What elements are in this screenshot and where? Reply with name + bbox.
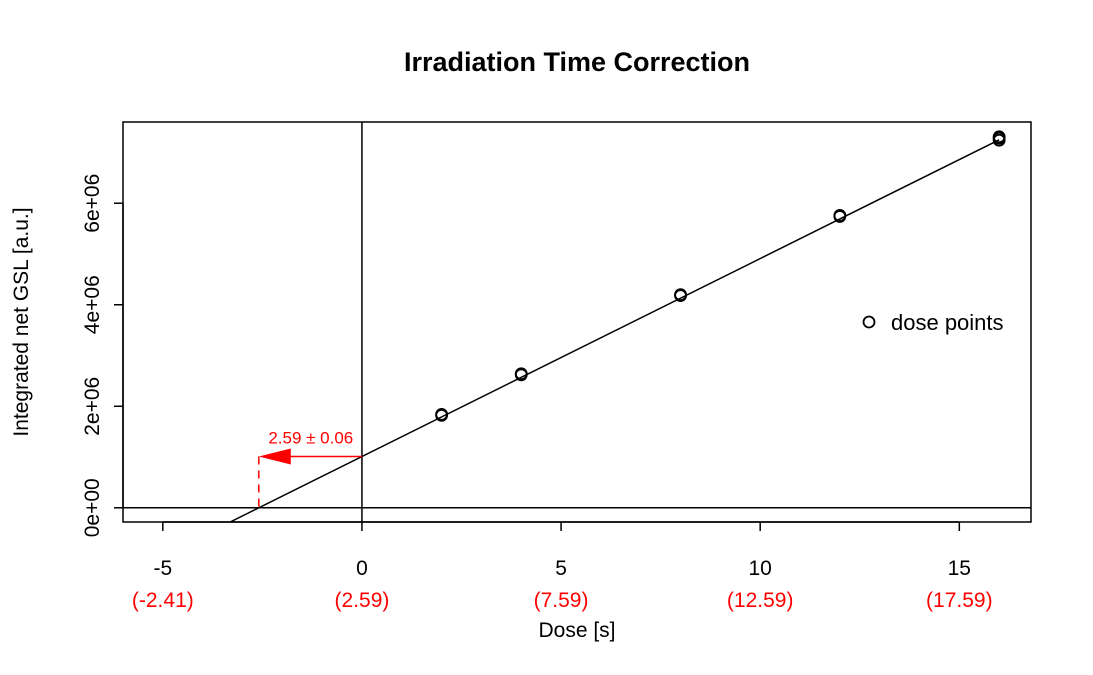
axes: 2.59 ± 0.06 -5 (-2.41) 0 (2.59) 5 (7.59) 10 (12.… [81,174,993,612]
data-point [514,367,528,381]
x-tick-label: 10 [749,557,772,580]
y-tick-label: 0e+00 [81,478,104,537]
x-secondary-tick-label: (17.59) [926,589,993,612]
y-tick-label: 4e+06 [81,275,104,334]
legend-label: dose points [891,310,1004,335]
fit-line [228,139,1000,522]
annotation-arrow-head [258,448,291,465]
data-marks [435,130,1006,422]
x-tick-label: 15 [948,557,971,580]
legend-marker [862,315,876,329]
data-point [435,407,448,421]
plot-area [123,122,1031,522]
annotation-label: 2.59 ± 0.06 [268,429,353,448]
x-tick-label: -5 [153,557,172,580]
plot-frame [122,121,1032,523]
legend: dose points [862,310,1004,335]
y-tick-label: 6e+06 [81,174,104,233]
y-tick-label: 2e+06 [81,377,104,436]
x-secondary-tick-label: (7.59) [534,589,589,612]
x-secondary-tick-label: (2.59) [335,589,390,612]
data-point [992,130,1006,144]
x-tick-label: 0 [356,557,368,580]
data-point [833,209,847,222]
x-secondary-tick-label: (-2.41) [132,589,194,612]
chart-title: Irradiation Time Correction [404,47,750,77]
x-tick-label: 5 [555,557,567,580]
data-point [674,288,687,301]
x-secondary-tick-label: (12.59) [727,589,794,612]
x-axis-label: Dose [s] [538,619,615,642]
y-axis-label: Integrated net GSL [a.u.] [10,207,33,436]
